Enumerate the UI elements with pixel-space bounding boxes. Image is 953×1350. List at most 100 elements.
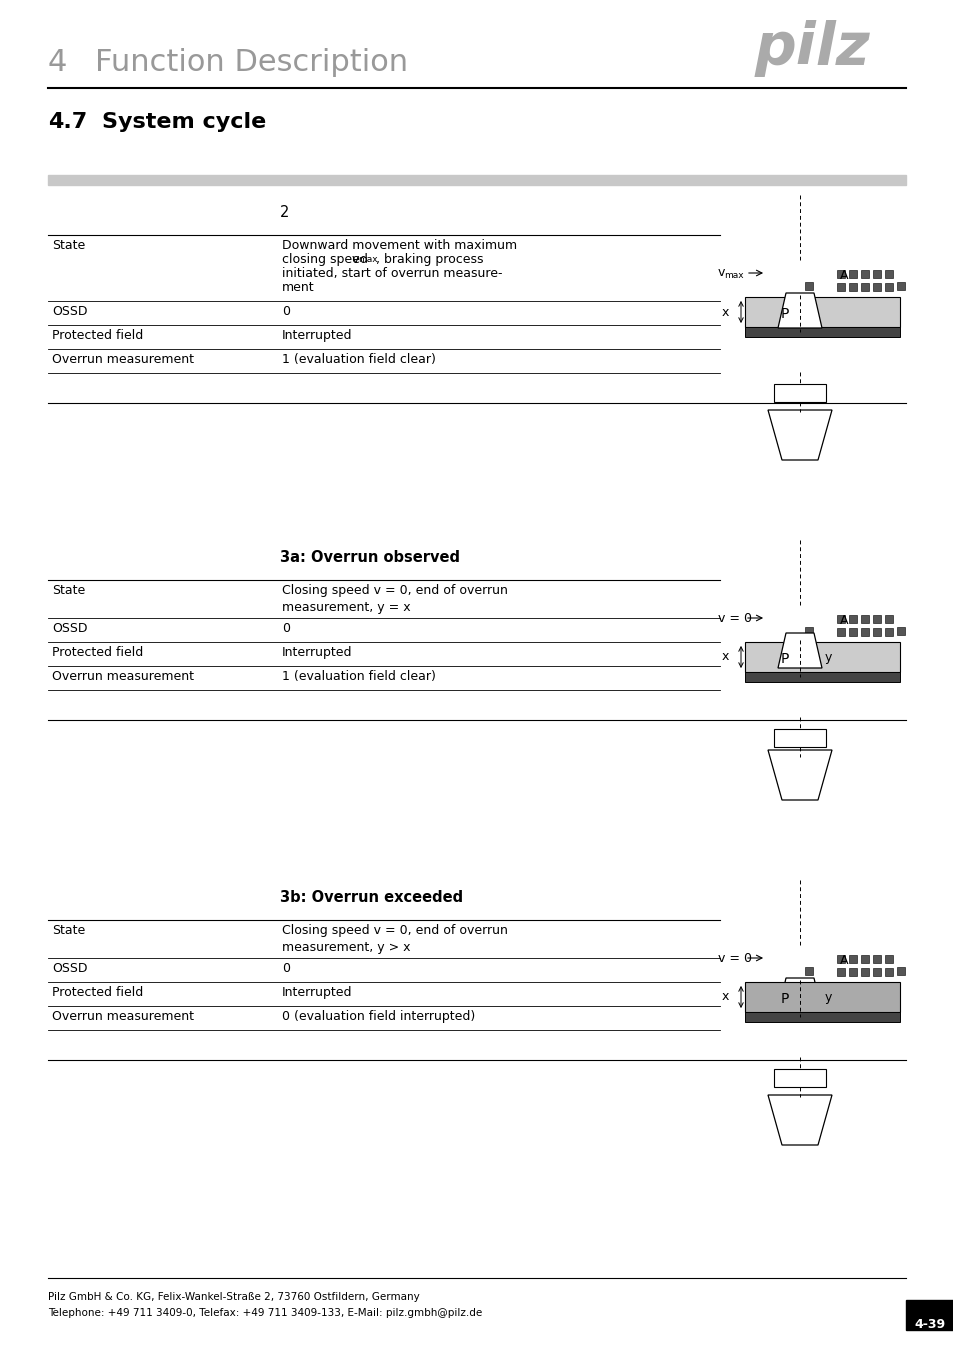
- Text: 0 (evaluation field interrupted): 0 (evaluation field interrupted): [282, 1010, 475, 1023]
- Text: State: State: [52, 923, 85, 937]
- Bar: [836, 628, 844, 636]
- Bar: [744, 672, 899, 682]
- Text: OSSD: OSSD: [52, 305, 88, 319]
- Polygon shape: [767, 1095, 831, 1145]
- Polygon shape: [767, 410, 831, 460]
- Bar: [744, 297, 899, 327]
- Text: Closing speed v = 0, end of overrun
measurement, y = x: Closing speed v = 0, end of overrun meas…: [282, 585, 507, 614]
- Text: 1 (evaluation field clear): 1 (evaluation field clear): [282, 352, 436, 366]
- Text: P: P: [780, 992, 788, 1006]
- Bar: [804, 282, 812, 290]
- Text: max: max: [357, 255, 377, 265]
- Bar: [804, 626, 812, 634]
- Text: State: State: [52, 585, 85, 597]
- Bar: [884, 616, 892, 622]
- Bar: [884, 628, 892, 636]
- Text: 0: 0: [282, 622, 290, 634]
- Bar: [773, 1069, 825, 1087]
- Text: Interrupted: Interrupted: [282, 647, 352, 659]
- Text: Pilz GmbH & Co. KG, Felix-Wankel-Straße 2, 73760 Ostfildern, Germany: Pilz GmbH & Co. KG, Felix-Wankel-Straße …: [48, 1292, 419, 1301]
- Bar: [896, 967, 904, 975]
- Bar: [773, 383, 825, 402]
- Text: System cycle: System cycle: [102, 112, 266, 132]
- Text: Overrun measurement: Overrun measurement: [52, 352, 193, 366]
- Text: P: P: [780, 652, 788, 666]
- Polygon shape: [778, 293, 821, 328]
- Polygon shape: [767, 751, 831, 801]
- Text: y: y: [823, 651, 831, 663]
- Bar: [836, 284, 844, 292]
- Text: max: max: [723, 270, 742, 279]
- Text: initiated, start of overrun measure-: initiated, start of overrun measure-: [282, 267, 502, 279]
- Text: x: x: [720, 651, 728, 663]
- Text: 3b: Overrun exceeded: 3b: Overrun exceeded: [280, 890, 462, 905]
- Text: A: A: [840, 269, 847, 282]
- Polygon shape: [778, 977, 821, 1012]
- Text: , braking process: , braking process: [375, 252, 483, 266]
- Text: v = 0: v = 0: [718, 612, 751, 625]
- Text: 3a: Overrun observed: 3a: Overrun observed: [280, 549, 459, 566]
- Text: x: x: [720, 305, 728, 319]
- Bar: [905, 1300, 953, 1330]
- Text: Overrun measurement: Overrun measurement: [52, 670, 193, 683]
- Text: 4.7: 4.7: [48, 112, 87, 132]
- Bar: [872, 954, 880, 963]
- Bar: [861, 968, 868, 976]
- Text: 4-39: 4-39: [914, 1318, 944, 1331]
- Bar: [872, 616, 880, 622]
- Bar: [848, 616, 856, 622]
- Bar: [848, 270, 856, 278]
- Text: v = 0: v = 0: [718, 952, 751, 964]
- Text: A: A: [840, 954, 847, 967]
- Bar: [848, 954, 856, 963]
- Bar: [773, 729, 825, 747]
- Text: closing speed: closing speed: [282, 252, 372, 266]
- Bar: [836, 270, 844, 278]
- Text: Protected field: Protected field: [52, 986, 143, 999]
- Text: pilz: pilz: [754, 20, 869, 77]
- Text: Overrun measurement: Overrun measurement: [52, 1010, 193, 1023]
- Bar: [744, 1012, 899, 1022]
- Bar: [861, 616, 868, 622]
- Text: v: v: [718, 266, 724, 279]
- Bar: [836, 616, 844, 622]
- Text: OSSD: OSSD: [52, 622, 88, 634]
- Bar: [872, 284, 880, 292]
- Bar: [848, 628, 856, 636]
- Text: 4: 4: [48, 49, 68, 77]
- Text: Closing speed v = 0, end of overrun
measurement, y > x: Closing speed v = 0, end of overrun meas…: [282, 923, 507, 954]
- Text: 0: 0: [282, 305, 290, 319]
- Bar: [861, 270, 868, 278]
- Bar: [836, 968, 844, 976]
- Bar: [836, 954, 844, 963]
- Bar: [872, 628, 880, 636]
- Text: OSSD: OSSD: [52, 963, 88, 975]
- Bar: [896, 626, 904, 634]
- Text: ment: ment: [282, 281, 314, 294]
- Bar: [744, 643, 899, 672]
- Text: Function Description: Function Description: [95, 49, 408, 77]
- Text: 1 (evaluation field clear): 1 (evaluation field clear): [282, 670, 436, 683]
- Text: Interrupted: Interrupted: [282, 986, 352, 999]
- Bar: [48, 176, 905, 185]
- Text: P: P: [780, 306, 788, 321]
- Text: x: x: [720, 991, 728, 1003]
- Text: State: State: [52, 239, 85, 252]
- Text: y: y: [823, 991, 831, 1003]
- Text: Telephone: +49 711 3409-0, Telefax: +49 711 3409-133, E-Mail: pilz.gmbh@pilz.de: Telephone: +49 711 3409-0, Telefax: +49 …: [48, 1308, 482, 1318]
- Text: Protected field: Protected field: [52, 329, 143, 342]
- Bar: [884, 954, 892, 963]
- Bar: [744, 981, 899, 1012]
- Bar: [861, 284, 868, 292]
- Bar: [744, 327, 899, 338]
- Text: 2: 2: [280, 205, 289, 220]
- Bar: [861, 628, 868, 636]
- Text: Interrupted: Interrupted: [282, 329, 352, 342]
- Text: Protected field: Protected field: [52, 647, 143, 659]
- Bar: [804, 967, 812, 975]
- Bar: [872, 968, 880, 976]
- Text: 0: 0: [282, 963, 290, 975]
- Bar: [884, 284, 892, 292]
- Bar: [884, 968, 892, 976]
- Text: Downward movement with maximum: Downward movement with maximum: [282, 239, 517, 252]
